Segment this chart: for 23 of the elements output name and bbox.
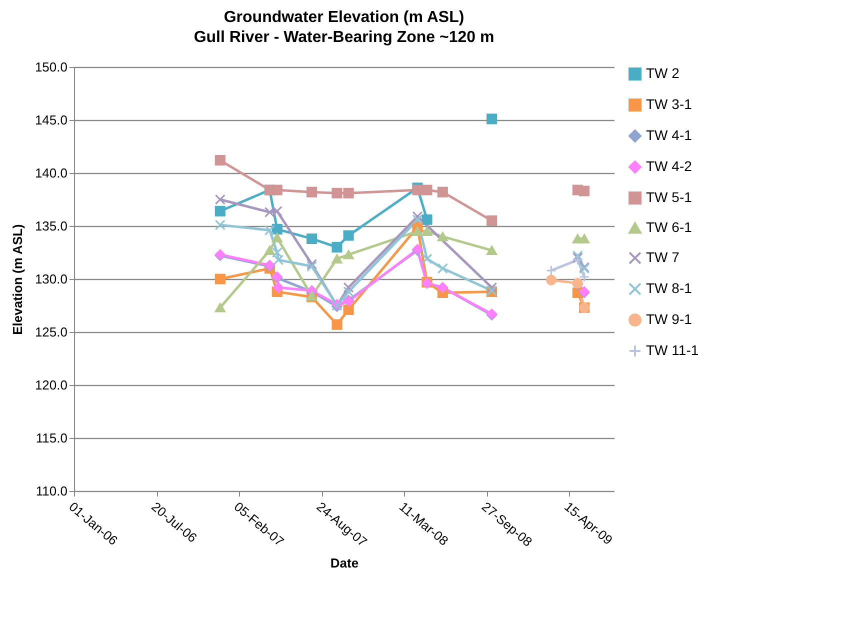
legend-label: TW 5-1 (646, 189, 692, 205)
y-tick-label: 125.0 (34, 324, 68, 340)
chart-title: Groundwater Elevation (m ASL) (224, 9, 464, 26)
y-tick-label: 145.0 (34, 112, 68, 128)
y-tick-label: 140.0 (34, 166, 68, 180)
y-tick-label: 130.0 (34, 272, 68, 286)
y-tick-label: 110.0 (36, 484, 68, 498)
legend-label: TW 4-1 (646, 127, 692, 143)
x-axis-title: Date (330, 555, 359, 570)
legend-label: TW 2 (646, 65, 680, 81)
y-tick-label: 115.0 (36, 430, 68, 446)
legend-label: TW 11-1 (646, 342, 699, 358)
chart-subtitle: Gull River - Water-Bearing Zone ~120 m (194, 29, 494, 46)
y-tick-label: 150.0 (34, 60, 68, 74)
legend-label: TW 9-1 (646, 311, 692, 327)
y-tick-label: 135.0 (34, 218, 68, 234)
y-axis-title: Elevation (m ASL) (10, 224, 25, 335)
legend-label: TW 4-2 (646, 158, 692, 174)
legend-label: TW 7 (646, 249, 680, 265)
legend-label: TW 6-1 (646, 219, 692, 235)
legend-label: TW 3-1 (646, 96, 692, 112)
y-tick-label: 120.0 (34, 378, 68, 392)
legend-label: TW 8-1 (646, 280, 692, 296)
